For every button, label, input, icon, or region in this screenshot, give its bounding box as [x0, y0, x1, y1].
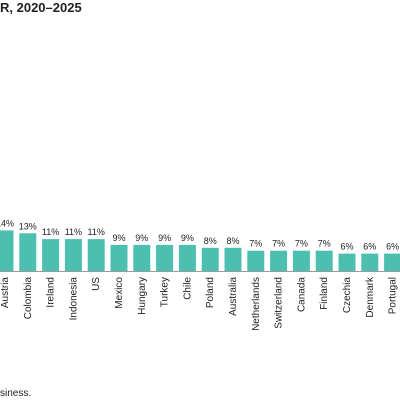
bar-australia — [224, 247, 242, 271]
x-tick-label-switzerland: Switzerland — [274, 277, 285, 329]
bar-austria — [0, 230, 14, 271]
x-tick-label-canada: Canada — [296, 277, 307, 312]
x-tick-label-us: US — [91, 277, 102, 291]
bar-denmark — [361, 253, 379, 271]
x-tick-label-turkey: Turkey — [160, 277, 171, 307]
x-tick-label-chile: Chile — [182, 277, 193, 300]
x-tick-label-finland: Finland — [319, 277, 330, 310]
data-label-ireland: 11% — [42, 227, 59, 237]
x-tick-label-indonesia: Indonesia — [68, 277, 79, 321]
bar-colombia — [19, 233, 37, 271]
bar-hungary — [133, 244, 151, 271]
data-label-colombia: 13% — [19, 221, 37, 231]
bar-ireland — [42, 239, 60, 271]
data-label-australia: 8% — [226, 236, 239, 246]
data-label-austria: 14% — [0, 218, 14, 228]
bar-poland — [201, 247, 219, 271]
x-tick-label-hungary: Hungary — [137, 277, 148, 315]
data-label-czechia: 6% — [340, 242, 353, 252]
bar-netherlands — [247, 250, 265, 271]
data-label-indonesia: 11% — [65, 227, 82, 237]
data-label-us: 11% — [88, 227, 105, 237]
x-tick-label-denmark: Denmark — [365, 276, 376, 318]
data-label-denmark: 6% — [363, 242, 376, 252]
bar-switzerland — [270, 250, 288, 271]
bar-turkey — [156, 244, 174, 271]
bar-indonesia — [64, 239, 82, 271]
source-note: siness. — [0, 388, 32, 399]
x-tick-label-czechia: Czechia — [342, 277, 353, 314]
x-tick-label-colombia: Colombia — [23, 277, 34, 320]
data-label-poland: 8% — [204, 236, 217, 246]
x-tick-label-poland: Poland — [205, 277, 216, 308]
data-label-netherlands: 7% — [249, 239, 262, 249]
x-tick-label-austria: Austria — [0, 277, 11, 309]
data-label-chile: 9% — [181, 233, 194, 243]
bar-portugal — [384, 253, 400, 271]
x-tick-label-australia: Australia — [228, 277, 239, 316]
bar-mexico — [110, 244, 128, 271]
data-label-turkey: 9% — [158, 233, 171, 243]
x-tick-label-portugal: Portugal — [388, 277, 399, 314]
data-label-canada: 7% — [295, 239, 308, 249]
x-tick-label-mexico: Mexico — [114, 277, 125, 309]
bar-finland — [315, 250, 333, 271]
bar-chile — [178, 244, 196, 271]
bar-czechia — [338, 253, 356, 271]
x-tick-label-netherlands: Netherlands — [251, 277, 262, 331]
data-label-hungary: 9% — [135, 233, 148, 243]
bar-canada — [292, 250, 310, 271]
data-label-mexico: 9% — [112, 233, 125, 243]
data-label-portugal: 6% — [386, 242, 399, 252]
bar-us — [87, 239, 105, 271]
chart-title: R, 2020–2025 — [0, 0, 82, 15]
data-label-finland: 7% — [318, 239, 331, 249]
data-label-switzerland: 7% — [272, 239, 285, 249]
x-tick-label-ireland: Ireland — [46, 277, 57, 308]
